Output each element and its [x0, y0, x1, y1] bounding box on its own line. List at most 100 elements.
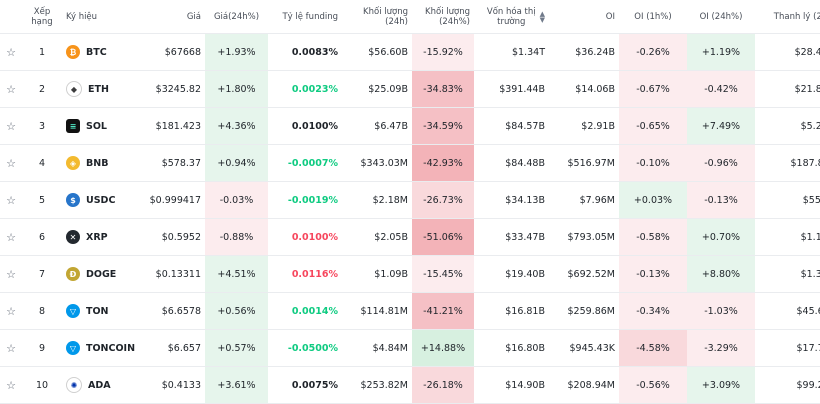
table-row[interactable]: ☆ 5 $ USDC $0.999417 -0.03% -0.0019% $2.18M -26.… [0, 181, 820, 219]
symbol-cell[interactable]: ≡ SOL [62, 107, 144, 145]
symbol-cell[interactable]: ◈ BNB [62, 144, 144, 182]
rank-cell: 8 [22, 292, 62, 330]
funding-rate-cell: -0.0007% [268, 144, 342, 182]
price-cell: $181.423 [144, 107, 205, 145]
rank-cell: 10 [22, 366, 62, 404]
favorite-star-icon[interactable]: ☆ [0, 255, 22, 293]
table-row[interactable]: ☆ 4 ◈ BNB $578.37 +0.94% -0.0007% $343.03M -42.9… [0, 144, 820, 182]
oi-24h-cell: +3.09% [687, 366, 755, 404]
table-row[interactable]: ☆ 8 ▽ TON $6.6578 +0.56% 0.0014% $114.81M -41.21… [0, 292, 820, 330]
symbol-label: ETH [88, 83, 109, 95]
liquidation-cell: $28.43M [755, 33, 820, 71]
price-change-cell: +1.93% [205, 33, 268, 71]
symbol-label: XRP [86, 231, 108, 243]
table-row[interactable]: ☆ 9 ▽ TONCOIN $6.657 +0.57% -0.0500% $4.84M +14.… [0, 329, 820, 367]
volume-change-cell: +14.88% [412, 329, 474, 367]
table-row[interactable]: ☆ 10 ✺ ADA $0.4133 +3.61% 0.0075% $253.82M -26.1… [0, 366, 820, 404]
symbol-label: SOL [86, 120, 107, 132]
volume-cell: $56.60B [342, 33, 412, 71]
market-cap-cell: $34.13B [474, 181, 549, 219]
volume-change-cell: -34.59% [412, 107, 474, 145]
open-interest-cell: $2.91B [549, 107, 619, 145]
volume-change-cell: -26.18% [412, 366, 474, 404]
volume-change-cell: -42.93% [412, 144, 474, 182]
price-cell: $67668 [144, 33, 205, 71]
table-row[interactable]: ☆ 1 ₿ BTC $67668 +1.93% 0.0083% $56.60B -15.92% $… [0, 33, 820, 71]
symbol-label: ADA [88, 379, 111, 391]
price-cell: $0.999417 [144, 181, 205, 219]
price-change-cell: -0.88% [205, 218, 268, 256]
symbol-cell[interactable]: ◆ ETH [62, 70, 144, 108]
header-oi[interactable]: OI [549, 0, 619, 34]
liquidation-cell: $1.38M [755, 255, 820, 293]
price-cell: $0.5952 [144, 218, 205, 256]
header-liquidation[interactable]: Thanh lý (24h) [755, 0, 820, 34]
table-row[interactable]: ☆ 7 Ð DOGE $0.13311 +4.51% 0.0116% $1.09B -15.45… [0, 255, 820, 293]
header-oi-1h[interactable]: OI (1h%) [619, 0, 687, 34]
price-cell: $3245.82 [144, 70, 205, 108]
oi-24h-cell: -3.29% [687, 329, 755, 367]
symbol-cell[interactable]: ✕ XRP [62, 218, 144, 256]
liquidation-cell: $55.98 [755, 181, 820, 219]
ethereum-icon: ◆ [66, 81, 82, 97]
favorite-star-icon[interactable]: ☆ [0, 144, 22, 182]
header-volume[interactable]: Khối lượng (24h) [342, 0, 412, 34]
rank-cell: 1 [22, 33, 62, 71]
oi-1h-cell: -0.13% [619, 255, 687, 293]
rank-cell: 4 [22, 144, 62, 182]
symbol-cell[interactable]: Ð DOGE [62, 255, 144, 293]
favorite-star-icon[interactable]: ☆ [0, 329, 22, 367]
table-row[interactable]: ☆ 6 ✕ XRP $0.5952 -0.88% 0.0100% $2.05B -51.06% $… [0, 218, 820, 256]
favorite-star-icon[interactable]: ☆ [0, 107, 22, 145]
favorite-star-icon[interactable]: ☆ [0, 366, 22, 404]
oi-1h-cell: -0.26% [619, 33, 687, 71]
header-market-cap[interactable]: Vốn hóa thị trường ▲ ▼ [474, 0, 549, 34]
funding-rate-cell: 0.0116% [268, 255, 342, 293]
header-change[interactable]: Giá(24h%) [205, 0, 268, 34]
sort-icon[interactable]: ▲ ▼ [539, 9, 545, 24]
symbol-cell[interactable]: ▽ TONCOIN [62, 329, 144, 367]
symbol-cell[interactable]: ✺ ADA [62, 366, 144, 404]
volume-cell: $2.05B [342, 218, 412, 256]
header-price[interactable]: Giá [144, 0, 205, 34]
favorite-star-icon[interactable]: ☆ [0, 181, 22, 219]
header-market-cap-line1: Vốn hóa thị [486, 6, 536, 17]
oi-1h-cell: -0.65% [619, 107, 687, 145]
oi-1h-cell: -0.34% [619, 292, 687, 330]
table-row[interactable]: ☆ 2 ◆ ETH $3245.82 +1.80% 0.0023% $25.09B -34.83… [0, 70, 820, 108]
volume-cell: $6.47B [342, 107, 412, 145]
symbol-label: BTC [86, 46, 107, 58]
funding-rate-cell: 0.0075% [268, 366, 342, 404]
rank-cell: 5 [22, 181, 62, 219]
price-cell: $6.657 [144, 329, 205, 367]
header-symbol[interactable]: Ký hiệu [62, 0, 144, 34]
funding-rate-cell: 0.0023% [268, 70, 342, 108]
open-interest-cell: $793.05M [549, 218, 619, 256]
oi-1h-cell: -4.58% [619, 329, 687, 367]
table-row[interactable]: ☆ 3 ≡ SOL $181.423 +4.36% 0.0100% $6.47B -34.59%… [0, 107, 820, 145]
header-volume-change[interactable]: Khối lượng (24h%) [412, 0, 474, 34]
header-oi-24h[interactable]: OI (24h%) [687, 0, 755, 34]
liquidation-cell: $21.83M [755, 70, 820, 108]
favorite-star-icon[interactable]: ☆ [0, 218, 22, 256]
oi-24h-cell: +0.70% [687, 218, 755, 256]
rank-cell: 2 [22, 70, 62, 108]
header-funding[interactable]: Tỷ lệ funding [268, 0, 342, 34]
market-cap-cell: $19.40B [474, 255, 549, 293]
liquidation-cell: $187.81K [755, 144, 820, 182]
header-rank[interactable]: Xếp hạng [22, 0, 62, 34]
symbol-cell[interactable]: $ USDC [62, 181, 144, 219]
symbol-cell[interactable]: ₿ BTC [62, 33, 144, 71]
liquidation-cell: $45.60K [755, 292, 820, 330]
rank-cell: 9 [22, 329, 62, 367]
favorite-star-icon[interactable]: ☆ [0, 70, 22, 108]
rank-cell: 6 [22, 218, 62, 256]
table-header: Xếp hạng Ký hiệu Giá Giá(24h%) Tỷ lệ fun… [0, 0, 820, 34]
volume-cell: $25.09B [342, 70, 412, 108]
favorite-star-icon[interactable]: ☆ [0, 292, 22, 330]
volume-change-cell: -41.21% [412, 292, 474, 330]
funding-rate-cell: 0.0014% [268, 292, 342, 330]
favorite-star-icon[interactable]: ☆ [0, 33, 22, 71]
symbol-cell[interactable]: ▽ TON [62, 292, 144, 330]
open-interest-cell: $7.96M [549, 181, 619, 219]
